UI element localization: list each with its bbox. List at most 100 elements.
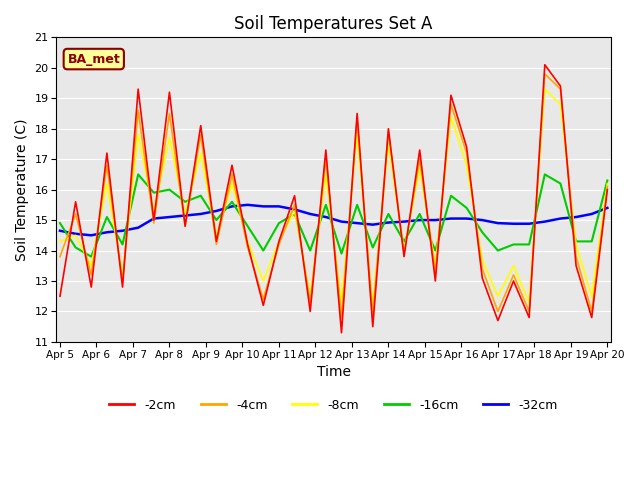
-2cm [322,147,330,153]
-4cm [197,132,205,138]
-2cm [72,199,79,204]
-2cm [291,193,298,199]
-2cm [416,147,424,153]
-2cm [118,284,126,290]
-8cm [181,211,189,217]
-8cm [322,171,330,177]
-8cm [244,239,252,244]
-4cm [103,162,111,168]
-32cm [56,228,64,234]
-32cm [604,205,611,211]
Title: Soil Temperatures Set A: Soil Temperatures Set A [234,15,433,33]
-32cm [416,217,424,223]
-2cm [244,241,252,247]
-8cm [259,278,267,284]
-8cm [447,114,455,120]
-32cm [322,214,330,220]
Line: -2cm: -2cm [60,65,607,333]
-32cm [525,221,533,227]
-8cm [525,300,533,305]
-4cm [416,156,424,162]
-16cm [541,171,548,177]
-4cm [166,110,173,116]
-8cm [118,272,126,278]
Line: -16cm: -16cm [60,174,607,257]
-4cm [463,150,470,156]
-4cm [369,312,376,317]
-2cm [494,318,502,324]
-16cm [572,239,580,244]
-2cm [259,302,267,308]
-32cm [509,221,517,227]
-32cm [557,216,564,221]
-16cm [479,229,486,235]
-4cm [118,278,126,284]
-2cm [307,309,314,314]
-8cm [463,162,470,168]
-4cm [181,223,189,229]
-8cm [275,239,283,244]
-8cm [134,132,142,138]
-2cm [604,187,611,192]
-2cm [134,86,142,92]
-4cm [572,254,580,260]
-4cm [479,266,486,272]
-32cm [353,220,361,226]
-16cm [150,190,157,195]
-8cm [228,180,236,186]
-32cm [369,222,376,228]
-8cm [150,208,157,214]
-2cm [338,330,346,336]
-8cm [572,241,580,247]
-2cm [181,223,189,229]
-4cm [447,101,455,107]
-4cm [385,129,392,134]
-32cm [166,214,173,220]
-32cm [72,231,79,237]
-32cm [88,232,95,238]
-2cm [431,278,439,284]
-4cm [431,269,439,275]
-16cm [291,211,298,217]
-16cm [307,248,314,253]
-16cm [369,245,376,251]
-32cm [103,229,111,235]
-32cm [275,204,283,209]
-4cm [212,241,220,247]
-32cm [259,204,267,209]
-16cm [322,202,330,208]
-8cm [166,135,173,141]
-8cm [400,248,408,253]
-16cm [604,178,611,183]
-16cm [181,199,189,204]
-4cm [244,245,252,251]
-2cm [557,83,564,89]
-32cm [588,211,596,217]
-16cm [338,251,346,256]
-8cm [588,293,596,299]
-16cm [134,171,142,177]
-32cm [291,206,298,212]
-16cm [103,214,111,220]
-8cm [353,132,361,138]
-8cm [197,150,205,156]
Line: -32cm: -32cm [60,205,607,235]
-16cm [353,202,361,208]
-16cm [431,248,439,253]
-8cm [604,180,611,186]
-32cm [385,220,392,226]
-2cm [479,275,486,281]
-4cm [307,300,314,305]
-2cm [212,239,220,244]
-4cm [353,117,361,122]
-16cm [56,220,64,226]
-32cm [118,228,126,234]
-8cm [369,302,376,308]
-2cm [369,324,376,330]
-4cm [72,211,79,217]
-32cm [400,219,408,225]
-2cm [509,278,517,284]
-2cm [541,62,548,68]
-16cm [72,245,79,251]
-16cm [463,205,470,211]
